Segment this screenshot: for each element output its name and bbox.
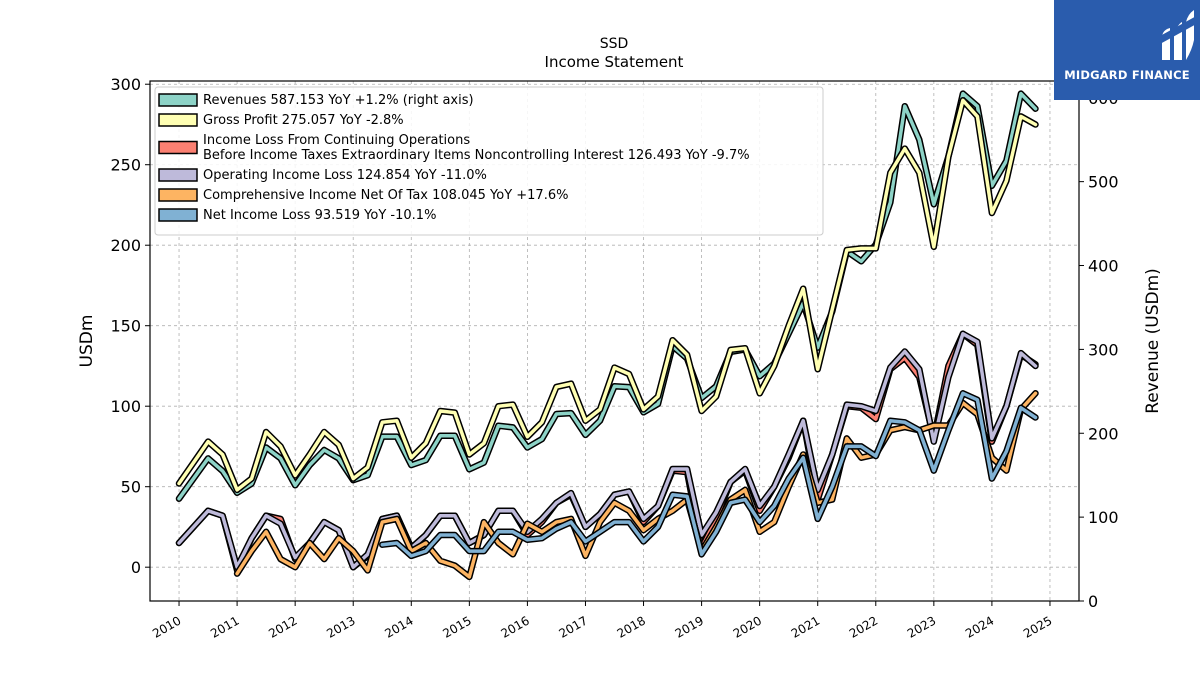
chart-subtitle: Income Statement — [545, 53, 684, 71]
legend-label: Revenues 587.153 YoY +1.2% (right axis) — [203, 93, 474, 108]
series-line-6 — [380, 391, 1038, 558]
x-tick-label: 2012 — [266, 613, 299, 640]
y-tick-label: 0 — [131, 558, 141, 577]
logo-mark-icon — [1160, 10, 1200, 60]
series-line-5 — [235, 391, 1038, 579]
company-logo: MIDGARD FINANCE — [1054, 0, 1200, 100]
x-tick-label: 2019 — [673, 613, 706, 640]
legend-swatch — [158, 168, 198, 182]
x-tick-label: 2024 — [963, 613, 996, 640]
y-tick-label: 100 — [110, 397, 141, 416]
legend-label: Gross Profit 275.057 YoY -2.8% — [203, 113, 404, 128]
right-y-tick-label: 200 — [1088, 424, 1119, 443]
y-tick-label: 150 — [110, 317, 141, 336]
legend-swatch — [158, 93, 198, 107]
legend-label: Before Income Taxes Extraordinary Items … — [203, 148, 750, 163]
legend-label: Income Loss From Continuing Operations — [203, 133, 470, 148]
x-tick-label: 2017 — [557, 613, 590, 640]
legend-label: Operating Income Loss 124.854 YoY -11.0% — [203, 168, 487, 183]
legend-swatch — [158, 208, 198, 222]
legend-swatch — [158, 188, 198, 202]
chart-title: SSD — [600, 36, 629, 52]
x-tick-label: 2013 — [324, 613, 357, 640]
y-tick-label: 300 — [110, 75, 141, 94]
series-line-2 — [177, 98, 1038, 492]
legend-swatch — [158, 140, 198, 155]
left-axis-label: USDm — [77, 315, 97, 368]
x-tick-label: 2023 — [905, 613, 938, 640]
y-tick-label: 50 — [121, 478, 141, 497]
logo-text: MIDGARD FINANCE — [1064, 68, 1190, 82]
series-lines — [175, 90, 1039, 581]
x-tick-label: 2015 — [440, 613, 473, 640]
y-tick-label: 200 — [110, 236, 141, 255]
legend: Revenues 587.153 YoY +1.2% (right axis) G… — [154, 86, 824, 236]
right-axis-label: Revenue (USDm) — [1143, 268, 1163, 414]
legend-box — [154, 86, 824, 236]
series-outline-5 — [233, 390, 1039, 581]
y-tick-label: 250 — [110, 156, 141, 175]
x-tick-label: 2014 — [382, 613, 415, 640]
x-tick-label: 2010 — [150, 613, 183, 640]
right-y-tick-label: 300 — [1088, 340, 1119, 359]
x-tick-label: 2011 — [208, 613, 241, 640]
right-y-tick-label: 100 — [1088, 508, 1119, 527]
right-y-tick-label: 0 — [1088, 592, 1098, 611]
right-y-tick-label: 500 — [1088, 173, 1119, 192]
legend-swatch — [158, 113, 198, 127]
x-tick-label: 2022 — [847, 613, 880, 640]
x-tick-label: 2016 — [498, 613, 531, 640]
legend-label: Net Income Loss 93.519 YoY -10.1% — [203, 208, 436, 223]
x-tick-label: 2018 — [615, 613, 648, 640]
x-tick-label: 2025 — [1021, 613, 1054, 640]
right-y-tick-label: 400 — [1088, 257, 1119, 276]
series-line-4 — [177, 332, 1038, 569]
legend-label: Comprehensive Income Net Of Tax 108.045 … — [203, 188, 568, 203]
x-tick-label: 2021 — [789, 613, 822, 640]
series-outline-4 — [175, 330, 1039, 571]
x-tick-label: 2020 — [731, 613, 764, 640]
plot-frame — [149, 80, 1080, 602]
